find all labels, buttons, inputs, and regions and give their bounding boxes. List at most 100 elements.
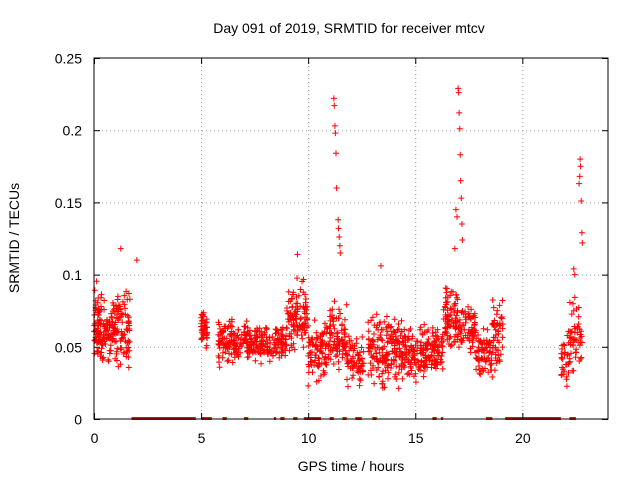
data-point: [341, 329, 348, 336]
data-point: [300, 303, 307, 310]
data-point: [570, 265, 577, 272]
data-point: [108, 321, 115, 328]
data-point: [306, 363, 313, 370]
data-point: [351, 343, 358, 350]
data-point: [453, 312, 460, 319]
data-point: [114, 326, 121, 333]
data-point: [100, 320, 107, 327]
data-point: [473, 366, 480, 373]
x-tick-label: 20: [515, 430, 531, 446]
data-point: [384, 375, 391, 382]
data-point: [96, 316, 103, 323]
data-point: [126, 347, 133, 354]
data-point: [407, 343, 414, 350]
data-point: [471, 322, 478, 329]
data-point: [369, 336, 376, 343]
data-point: [308, 336, 315, 343]
x-tick-label: 10: [301, 430, 317, 446]
data-point: [284, 307, 291, 314]
data-point: [443, 330, 450, 337]
tick-labels: 0 5 10 15 20 0 0.05 0.1 0.15 0.2 0.25: [55, 51, 531, 447]
data-point: [337, 310, 344, 317]
data-point: [368, 317, 375, 324]
data-point: [113, 348, 120, 355]
data-point: [332, 353, 339, 360]
data-point: [355, 357, 362, 364]
data-point: [118, 310, 125, 317]
data-point: [377, 331, 384, 338]
y-tick-label: 0.05: [55, 339, 82, 355]
data-point: [472, 314, 479, 321]
data-point: [455, 89, 462, 96]
data-point: [418, 358, 425, 365]
x-axis-label: GPS time / hours: [298, 458, 405, 474]
data-point: [489, 349, 496, 356]
data-point: [359, 355, 366, 362]
data-point: [244, 324, 251, 331]
data-point: [458, 335, 465, 342]
data-point: [122, 305, 129, 312]
data-point: [399, 375, 406, 382]
data-point: [495, 327, 502, 334]
data-point: [354, 351, 361, 358]
data-point: [321, 329, 328, 336]
data-point: [420, 373, 427, 380]
data-point: [437, 356, 444, 363]
data-point: [387, 335, 394, 342]
data-point: [113, 338, 120, 345]
data-point: [302, 296, 309, 303]
data-point: [235, 334, 242, 341]
data-point: [300, 289, 307, 296]
data-point: [373, 366, 380, 373]
data-point: [234, 351, 241, 358]
data-point: [383, 313, 390, 320]
data-point: [415, 363, 422, 370]
data-point: [379, 380, 386, 387]
data-point: [305, 382, 312, 389]
data-point: [498, 315, 505, 322]
data-point: [434, 326, 441, 333]
data-point: [300, 344, 307, 351]
data-point: [258, 360, 265, 367]
data-point: [417, 326, 424, 333]
data-point: [235, 326, 242, 333]
data-point: [248, 346, 255, 353]
data-point: [567, 350, 574, 357]
data-point: [107, 342, 114, 349]
data-point: [379, 346, 386, 353]
data-point: [393, 375, 400, 382]
data-point: [571, 271, 578, 278]
data-point: [576, 180, 583, 187]
data-point: [370, 362, 377, 369]
data-point: [451, 245, 458, 252]
data-point: [331, 102, 338, 109]
data-point: [401, 326, 408, 333]
y-tick-label: 0.15: [55, 195, 82, 211]
data-point: [220, 341, 227, 348]
data-point: [452, 206, 459, 213]
data-point: [432, 365, 439, 372]
data-point: [280, 335, 287, 342]
data-point: [418, 339, 425, 346]
data-point: [558, 350, 565, 357]
data-point: [345, 383, 352, 390]
data-point: [494, 320, 501, 327]
data-point: [435, 335, 442, 342]
data-point: [266, 346, 273, 353]
data-point: [395, 385, 402, 392]
data-point: [262, 324, 269, 331]
data-point: [203, 342, 210, 349]
data-point: [94, 325, 101, 332]
data-point: [578, 197, 585, 204]
data-point: [430, 333, 437, 340]
data-point: [230, 337, 237, 344]
data-point: [367, 360, 374, 367]
data-point: [331, 325, 338, 332]
data-point: [378, 336, 385, 343]
data-point: [372, 345, 379, 352]
data-point: [481, 349, 488, 356]
data-point: [322, 360, 329, 367]
data-point: [447, 292, 454, 299]
data-point: [448, 317, 455, 324]
data-point: [245, 347, 252, 354]
